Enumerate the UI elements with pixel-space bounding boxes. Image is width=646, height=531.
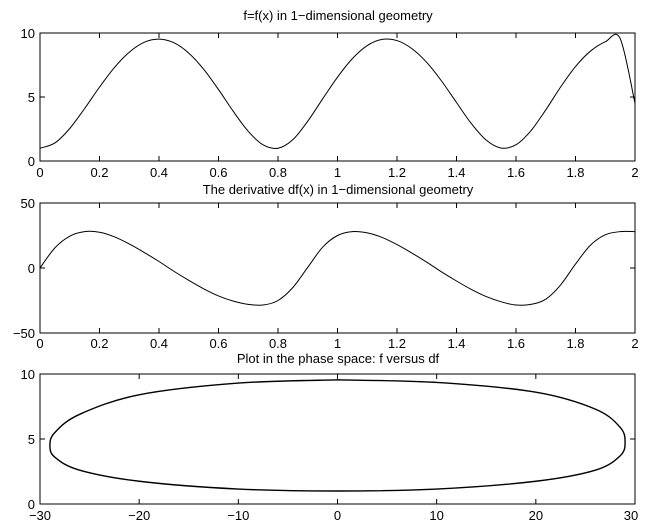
subplot-2-yticks: −50 0 50 [13, 196, 35, 341]
subplot-2-ytick-label: −50 [13, 326, 35, 341]
subplot-3-xtick-label: 0 [334, 508, 341, 523]
subplot-1-xticks: 0 0.2 0.4 0.6 0.8 1 1.2 1.4 1.6 1.8 2 [36, 165, 638, 180]
subplot-3-xtick-label: 30 [624, 508, 638, 523]
subplot-3-xtick-label: 10 [429, 508, 443, 523]
subplot-3: Plot in the phase space: f versus df −30… [21, 351, 639, 523]
subplot-3-title: Plot in the phase space: f versus df [237, 351, 440, 366]
subplot-2-xtick-label: 1.2 [388, 336, 406, 351]
subplot-3-ytick-label: 5 [28, 432, 35, 447]
subplot-1-xtick-label: 0.2 [90, 165, 108, 180]
subplot-3-xticks: −30 −20 −10 0 10 20 30 [29, 508, 638, 523]
subplot-2-series-line [39, 230, 636, 306]
subplot-1-ytick-label: 10 [21, 26, 35, 41]
subplot-2-xticks: 0 0.2 0.4 0.6 0.8 1 1.2 1.4 1.6 1.8 2 [36, 336, 638, 351]
subplot-1-xtick-label: 0.6 [209, 165, 227, 180]
subplot-1-axes-frame [39, 32, 636, 162]
subplot-1-xtick-label: 2 [631, 165, 638, 180]
subplot-2-title: The derivative df(x) in 1−dimensional ge… [203, 182, 474, 197]
subplot-3-xtick-label: −10 [227, 508, 249, 523]
subplot-2-xtick-label: 1.4 [447, 336, 465, 351]
subplot-2: The derivative df(x) in 1−dimensional ge… [13, 182, 639, 351]
subplot-3-tick-marks [39, 373, 636, 505]
subplot-1-yticks: 0 5 10 [21, 26, 35, 169]
subplot-1-xtick-label: 1.8 [566, 165, 584, 180]
subplot-3-ytick-label: 0 [28, 497, 35, 512]
subplot-3-yticks: 0 5 10 [21, 367, 35, 512]
subplot-3-ytick-label: 10 [21, 367, 35, 382]
subplot-2-xtick-label: 0.4 [150, 336, 168, 351]
subplot-1-title: f=f(x) in 1−dimensional geometry [243, 8, 433, 23]
subplot-1-xtick-label: 0 [36, 165, 43, 180]
subplot-1-xtick-label: 1 [334, 165, 341, 180]
subplot-2-ytick-label: 0 [28, 261, 35, 276]
subplot-1-xtick-label: 1.4 [447, 165, 465, 180]
subplot-1-series-line [39, 33, 636, 149]
subplot-2-xtick-label: 0.8 [269, 336, 287, 351]
subplot-1: f=f(x) in 1−dimensional geometry 0 0.2 0… [21, 8, 639, 180]
subplot-1-xtick-label: 1.2 [388, 165, 406, 180]
subplot-2-xtick-label: 0 [36, 336, 43, 351]
subplot-1-xtick-label: 1.6 [507, 165, 525, 180]
subplot-3-xtick-label: −20 [128, 508, 150, 523]
subplot-2-axes-frame [39, 202, 636, 334]
subplot-1-xtick-label: 0.4 [150, 165, 168, 180]
subplot-2-xtick-label: 1.8 [566, 336, 584, 351]
subplot-2-xtick-label: 1 [334, 336, 341, 351]
subplot-2-xtick-label: 0.6 [209, 336, 227, 351]
subplot-3-xtick-label: −30 [29, 508, 51, 523]
subplot-3-xtick-label: 20 [529, 508, 543, 523]
subplot-3-series-line [49, 379, 626, 492]
subplot-1-xtick-label: 0.8 [269, 165, 287, 180]
subplot-1-ytick-label: 0 [28, 154, 35, 169]
subplot-1-ytick-label: 5 [28, 90, 35, 105]
subplot-2-xtick-label: 1.6 [507, 336, 525, 351]
subplot-1-tick-marks [39, 32, 636, 162]
subplot-2-xtick-label: 0.2 [90, 336, 108, 351]
subplot-2-tick-marks [39, 202, 636, 334]
subplot-2-ytick-label: 50 [21, 196, 35, 211]
subplot-2-xtick-label: 2 [631, 336, 638, 351]
